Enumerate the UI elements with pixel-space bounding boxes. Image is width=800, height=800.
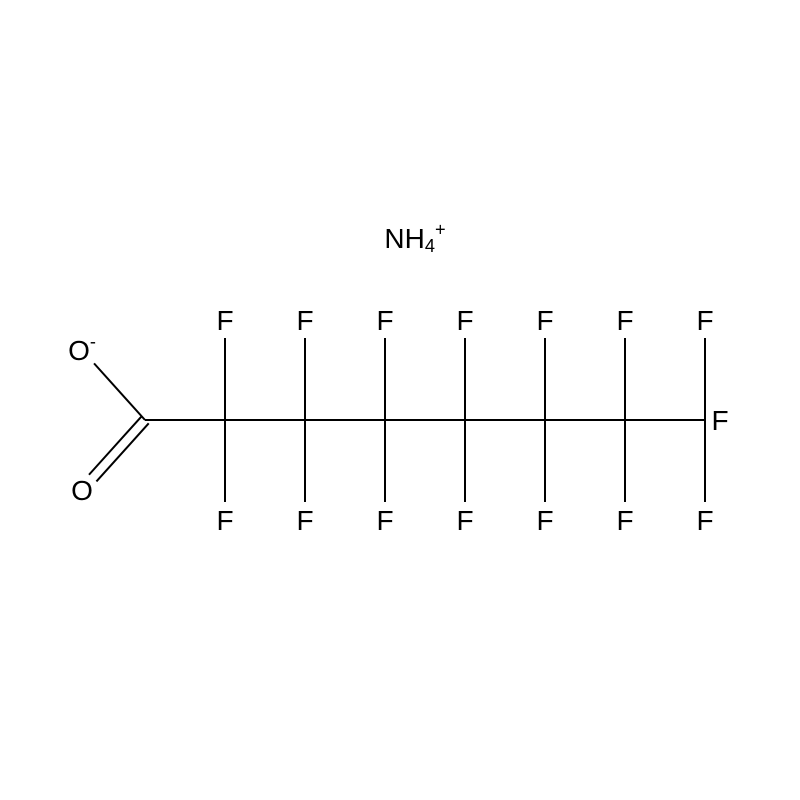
svg-text:F: F	[536, 305, 553, 336]
svg-text:F: F	[616, 505, 633, 536]
svg-text:NH4+: NH4+	[384, 220, 445, 256]
svg-text:F: F	[216, 305, 233, 336]
svg-text:F: F	[696, 305, 713, 336]
svg-text:F: F	[376, 305, 393, 336]
svg-text:F: F	[216, 505, 233, 536]
svg-text:F: F	[696, 505, 713, 536]
svg-text:F: F	[536, 505, 553, 536]
svg-text:F: F	[296, 305, 313, 336]
svg-text:O: O	[71, 475, 93, 506]
svg-text:F: F	[616, 305, 633, 336]
svg-text:F: F	[296, 505, 313, 536]
molecule-diagram: O- O F F F F F F F F F F F F F F F NH4+	[0, 0, 800, 800]
svg-text:O-: O-	[68, 332, 96, 366]
svg-text:F: F	[456, 505, 473, 536]
svg-text:F: F	[711, 405, 728, 436]
svg-text:F: F	[376, 505, 393, 536]
svg-text:F: F	[456, 305, 473, 336]
